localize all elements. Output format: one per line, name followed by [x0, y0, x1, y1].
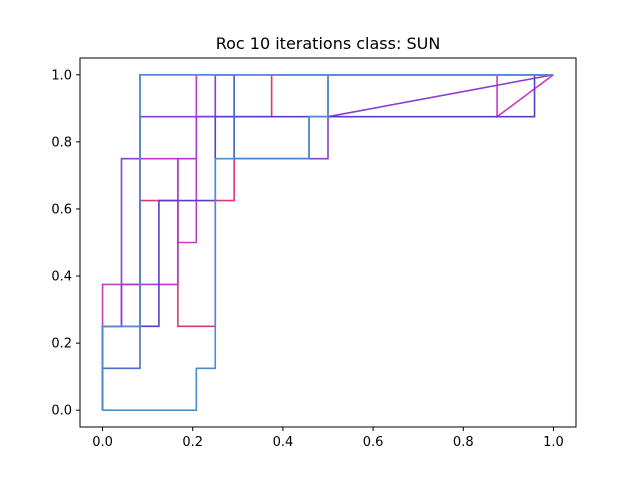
roc-curve-line-7: [102, 73, 554, 412]
y-tick-label: 0.6: [51, 202, 72, 217]
y-tick-label: 0.2: [51, 337, 72, 352]
y-tick-label: 0.8: [51, 135, 72, 150]
x-tick-label: 1.0: [543, 435, 564, 450]
chart-title: Roc 10 iterations class: SUN: [216, 34, 441, 53]
plot-area: [101, 73, 554, 412]
roc-curve-line-8: [101, 73, 554, 411]
x-axis: 0.0 0.2 0.4 0.6 0.8 1.0: [92, 427, 564, 450]
x-tick-label: 0.0: [92, 435, 113, 450]
y-tick-label: 1.0: [51, 68, 72, 83]
y-axis: 0.0 0.2 0.4 0.6 0.8 1.0: [51, 68, 80, 419]
x-tick-label: 0.6: [363, 435, 384, 450]
y-tick-label: 0.4: [51, 270, 72, 285]
x-tick-label: 0.2: [182, 435, 203, 450]
x-tick-label: 0.8: [453, 435, 474, 450]
x-tick-label: 0.4: [273, 435, 294, 450]
axes-frame: [79, 57, 577, 428]
roc-curve-line-4: [101, 73, 554, 411]
y-tick-label: 0.0: [51, 404, 72, 419]
